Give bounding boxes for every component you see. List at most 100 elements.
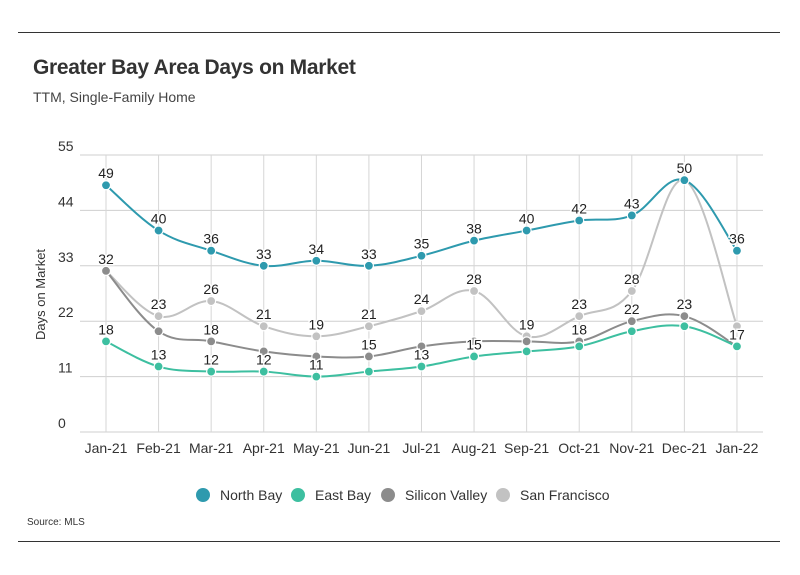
data-label: 18 (203, 321, 219, 337)
data-point (311, 371, 322, 382)
x-tick-label: Aug-21 (451, 440, 496, 456)
data-point (363, 321, 374, 332)
chart-frame (18, 32, 780, 542)
data-point (521, 346, 532, 357)
data-point (731, 321, 743, 332)
data-label: 11 (309, 357, 324, 373)
source-note: Source: MLS (27, 517, 85, 528)
data-label: 21 (361, 306, 377, 322)
data-point (311, 255, 322, 266)
data-point (416, 306, 427, 317)
chart-title: Greater Bay Area Days on Market (33, 56, 356, 79)
data-label: 49 (98, 165, 114, 181)
x-tick-label: Feb-21 (136, 440, 181, 456)
data-label: 18 (98, 321, 114, 337)
data-point (468, 336, 480, 347)
data-label: 12 (256, 352, 272, 368)
data-point (100, 180, 112, 191)
x-tick-label: Nov-21 (609, 440, 654, 456)
data-point (206, 336, 217, 347)
data-point (679, 311, 690, 322)
legend-label: East Bay (315, 487, 372, 503)
y-tick-label: 22 (58, 304, 74, 320)
legend: North Bay East Bay Silicon Valley San Franc… (0, 485, 800, 505)
data-label: 19 (309, 316, 325, 332)
data-point (258, 321, 269, 332)
x-tick-label: Dec-21 (662, 440, 707, 456)
legend-label: Silicon Valley (405, 487, 488, 503)
data-label: 32 (98, 251, 114, 267)
data-point (521, 225, 532, 236)
data-label: 13 (414, 347, 430, 363)
series-points (100, 175, 743, 382)
data-label: 23 (571, 296, 587, 312)
legend-swatch (496, 488, 510, 502)
data-point (679, 175, 690, 186)
data-point (153, 361, 164, 372)
data-label: 15 (361, 336, 377, 352)
data-point (363, 260, 374, 271)
data-point (206, 366, 217, 377)
data-label: 33 (361, 246, 377, 262)
data-label: 38 (466, 221, 482, 237)
data-label: 36 (729, 231, 745, 247)
data-label: 43 (624, 195, 640, 211)
chart-subtitle: TTM, Single-Family Home (33, 89, 196, 105)
data-point (626, 326, 637, 337)
data-label: 28 (624, 271, 640, 287)
x-tick-label: Apr-21 (243, 440, 285, 456)
y-tick-label: 0 (58, 415, 66, 431)
data-label: 35 (414, 236, 430, 252)
data-point (731, 245, 743, 256)
x-tick-label: Oct-21 (558, 440, 600, 456)
data-label: 15 (466, 336, 482, 352)
data-label: 50 (677, 160, 693, 176)
data-label: 18 (571, 321, 587, 337)
data-point (363, 351, 374, 362)
data-point (100, 336, 112, 347)
data-point (416, 341, 427, 352)
x-tick-label: Jun-21 (347, 440, 390, 456)
data-label: 13 (151, 347, 167, 363)
data-point (731, 341, 743, 352)
data-label: 12 (203, 352, 219, 368)
data-labels: 23 26 21 19 21 24 28 19 23 28 32 18 15 18 22 23 17 18 13 12… (97, 159, 747, 374)
data-point (521, 336, 532, 347)
data-point (416, 361, 427, 372)
y-tick-label: 55 (58, 138, 74, 154)
data-point (258, 260, 269, 271)
data-label: 19 (519, 316, 535, 332)
data-label: 24 (414, 291, 430, 307)
y-tick-labels: 0 11 22 33 44 55 (58, 138, 74, 431)
legend-item: Silicon Valley (381, 485, 487, 505)
data-label: 34 (309, 241, 325, 257)
x-tick-labels: Jan-21 Feb-21 Mar-21 Apr-21 May-21 Jun-21 Jul-… (85, 440, 759, 456)
data-label: 33 (256, 246, 272, 262)
y-tick-label: 44 (58, 193, 74, 209)
legend-item: North Bay (196, 485, 282, 505)
data-label: 22 (624, 301, 640, 317)
data-point (626, 285, 637, 297)
data-point (258, 346, 269, 357)
data-point (153, 326, 164, 337)
legend-swatch (381, 488, 395, 502)
data-point (468, 351, 480, 362)
data-point (363, 366, 374, 377)
data-label: 28 (466, 271, 482, 287)
data-point (206, 245, 217, 256)
x-tick-label: Mar-21 (189, 440, 234, 456)
data-point (468, 235, 480, 246)
data-label: 17 (729, 326, 745, 342)
legend-swatch (196, 488, 210, 502)
data-label: 42 (571, 200, 587, 216)
legend-item: East Bay (291, 485, 371, 505)
data-point (311, 351, 322, 362)
data-label: 36 (203, 231, 219, 247)
legend-label: San Francisco (520, 487, 610, 503)
x-tick-label: Jan-22 (716, 440, 759, 456)
data-point (468, 285, 480, 297)
x-tick-label: May-21 (293, 440, 340, 456)
data-point (574, 311, 585, 322)
y-tick-label: 11 (58, 360, 73, 376)
x-tick-label: Sep-21 (504, 440, 549, 456)
